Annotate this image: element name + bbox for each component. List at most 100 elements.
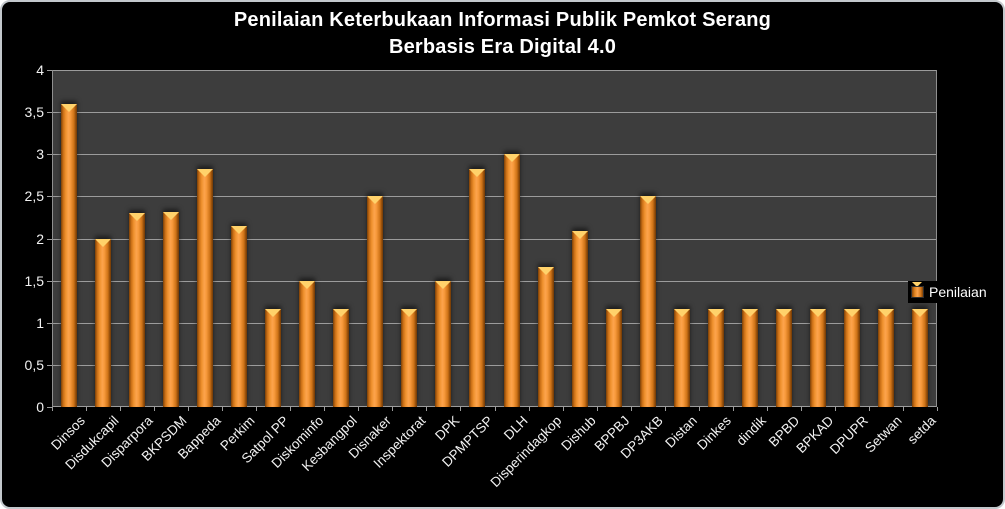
x-category-label: DLH — [500, 413, 531, 443]
x-axis-tick — [664, 407, 666, 411]
bar-cap-highlight — [537, 267, 554, 276]
x-axis-tick — [188, 407, 190, 411]
bar-cap — [741, 309, 758, 318]
x-axis-tick — [868, 407, 870, 411]
y-tick-label: 2 — [36, 230, 44, 247]
bar-cap-highlight — [129, 213, 146, 222]
x-axis-tick — [766, 407, 768, 411]
bar-cap — [265, 309, 282, 318]
x-axis-tick — [528, 407, 530, 411]
x-axis-tick — [154, 407, 156, 411]
y-axis-tick — [47, 196, 52, 198]
bar-cap-highlight — [605, 309, 622, 318]
x-category-label: DPK — [431, 413, 463, 444]
bar-cap-highlight — [639, 196, 656, 205]
x-axis-tick — [596, 407, 598, 411]
x-axis-tick — [426, 407, 428, 411]
bar-dpk — [435, 281, 452, 407]
bar-disparpora — [129, 213, 146, 407]
x-category-label: dindik — [732, 413, 769, 449]
y-tick-label: 0 — [36, 399, 44, 415]
bar-cap — [401, 309, 418, 318]
x-axis-tick — [120, 407, 122, 411]
x-axis-tick — [562, 407, 564, 411]
bar-cap-highlight — [877, 309, 894, 318]
bar-bpkad — [809, 309, 826, 407]
gridline — [53, 196, 936, 198]
x-axis-tick — [800, 407, 802, 411]
bar-cap — [299, 281, 316, 290]
y-tick-label: 0,5 — [24, 356, 44, 373]
bar-cap-highlight — [775, 309, 792, 318]
x-axis-tick — [222, 407, 224, 411]
bar-dinsos — [61, 103, 78, 407]
bar-cap-highlight — [435, 281, 452, 290]
bar-cap — [639, 196, 656, 205]
bar-cap — [231, 225, 248, 234]
x-axis-tick — [937, 407, 938, 411]
y-axis-tick — [47, 407, 52, 408]
bar-cap-highlight — [231, 225, 248, 234]
x-axis-tick — [902, 407, 904, 411]
bar-cap-highlight — [911, 309, 928, 318]
gridline — [53, 70, 936, 71]
y-tick-label: 1,5 — [24, 272, 44, 289]
bar-kesbangpol — [333, 309, 350, 407]
bar-bpbd — [775, 309, 792, 407]
bar-diskominfo — [299, 281, 316, 407]
bar-cap-highlight — [401, 309, 418, 318]
gridline — [53, 322, 936, 324]
gridline — [53, 364, 936, 366]
bar-cap — [367, 196, 384, 205]
bar-dpupr — [843, 309, 860, 407]
bar-cap — [197, 168, 214, 177]
bar-dishub — [571, 230, 588, 407]
x-axis-tick — [290, 407, 292, 411]
bar-setda — [911, 309, 928, 407]
bar-cap — [571, 230, 588, 239]
bar-cap-highlight — [61, 103, 78, 112]
bar-cap-highlight — [197, 168, 214, 177]
legend: Penilaian — [908, 281, 991, 304]
x-axis-tick — [494, 407, 496, 411]
bar-setwan — [877, 309, 894, 407]
gridline — [53, 238, 936, 240]
bar-cap-highlight — [367, 196, 384, 205]
x-axis-tick — [732, 407, 734, 411]
bar-cap-highlight — [95, 238, 112, 247]
bar-cap-highlight — [163, 211, 180, 220]
chart-title-line1: Penilaian Keterbukaan Informasi Publik P… — [233, 9, 772, 31]
bar-dlh — [503, 154, 520, 407]
x-axis-tick — [256, 407, 258, 411]
bar-cap-highlight — [333, 309, 350, 318]
bar-cap-highlight — [503, 154, 520, 163]
y-tick-label: 1 — [36, 314, 44, 331]
x-category-label: setda — [904, 413, 939, 447]
gridline — [53, 406, 936, 407]
bar-cap — [333, 309, 350, 318]
y-tick-label: 2,5 — [24, 188, 44, 205]
bar-cap — [61, 103, 78, 112]
bar-dp3akb — [639, 196, 656, 407]
y-axis-tick — [47, 322, 52, 324]
x-axis-tick — [86, 407, 88, 411]
y-axis-tick — [47, 364, 52, 366]
x-axis-tick — [324, 407, 326, 411]
bar-bappeda — [197, 168, 214, 407]
legend-series-marker-icon — [911, 282, 924, 304]
bar-cap — [163, 211, 180, 220]
bar-cap-highlight — [265, 309, 282, 318]
x-axis-tick — [52, 407, 53, 411]
bar-cap — [911, 309, 928, 318]
bar-cap — [435, 281, 452, 290]
bar-cap — [605, 309, 622, 318]
bar-cap-highlight — [469, 168, 486, 177]
bar-cap — [809, 309, 826, 318]
chart-title: Penilaian Keterbukaan Informasi Publik P… — [2, 7, 1003, 61]
y-axis-tick — [47, 154, 52, 156]
bar-cap-highlight — [741, 309, 758, 318]
bar-cap — [469, 168, 486, 177]
bar-cap-highlight — [299, 281, 316, 290]
y-tick-label: 3 — [36, 146, 44, 163]
y-tick-label: 4 — [36, 62, 44, 78]
